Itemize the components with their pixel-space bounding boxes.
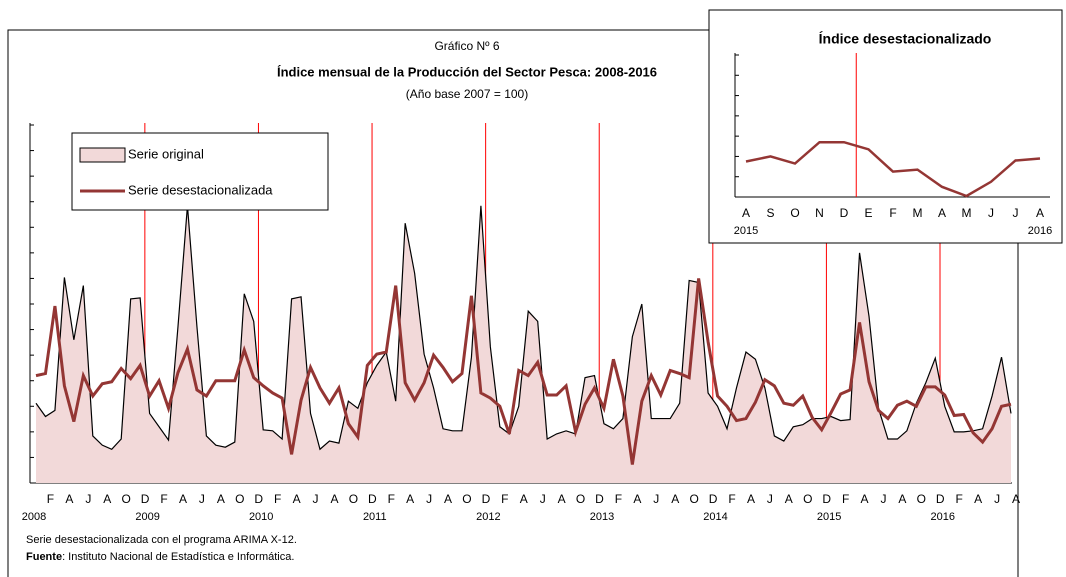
x-tick-label: A	[747, 492, 755, 506]
x-tick-label: F	[274, 492, 281, 506]
x-tick-label: A	[1036, 206, 1044, 220]
x-tick-label: O	[803, 492, 812, 506]
x-tick-label: A	[406, 492, 414, 506]
x-tick-label: A	[898, 492, 906, 506]
x-tick-label: S	[766, 206, 774, 220]
x-tick-label: F	[956, 492, 963, 506]
x-tick-label: D	[709, 492, 718, 506]
x-tick-label: O	[235, 492, 244, 506]
x-tick-label: J	[313, 492, 319, 506]
x-tick-label: A	[938, 206, 946, 220]
x-tick-label: M	[962, 206, 972, 220]
x-tick-label: M	[913, 206, 923, 220]
x-group-label: 2013	[590, 511, 614, 523]
x-group-label: 2008	[22, 511, 46, 523]
x-tick-label: J	[767, 492, 773, 506]
x-tick-label: F	[501, 492, 508, 506]
x-tick-label: A	[103, 492, 111, 506]
x-tick-label: E	[864, 206, 872, 220]
source: Fuente: Instituto Nacional de Estadístic…	[26, 551, 294, 563]
x-tick-label: D	[368, 492, 377, 506]
x-tick-label: O	[349, 492, 358, 506]
source-text: : Instituto Nacional de Estadística e In…	[62, 551, 294, 563]
x-tick-label: O	[790, 206, 799, 220]
x-tick-label: F	[615, 492, 622, 506]
x-tick-label: A	[861, 492, 869, 506]
x-tick-label: J	[994, 492, 1000, 506]
line	[35, 205, 1012, 451]
x-tick-label: O	[689, 492, 698, 506]
x-tick-label: D	[141, 492, 150, 506]
x-group-label: 2015	[734, 225, 758, 237]
legend: Serie original Serie desestacionalizada	[79, 146, 273, 197]
x-tick-label: J	[540, 492, 546, 506]
x-tick-label: F	[160, 492, 167, 506]
chart-title: Índice mensual de la Producción del Sect…	[277, 64, 657, 79]
x-tick-label: A	[179, 492, 187, 506]
note: Serie desestacionalizada con el programa…	[26, 534, 297, 546]
x-tick-label: O	[917, 492, 926, 506]
x-tick-label: J	[880, 492, 886, 506]
x-tick-label: O	[462, 492, 471, 506]
x-tick-label: D	[254, 492, 263, 506]
line	[35, 278, 1012, 465]
x-tick-label: F	[728, 492, 735, 506]
x-tick-label: A	[742, 206, 750, 220]
area	[36, 205, 1011, 483]
x-group-label: 2016	[930, 511, 954, 523]
x-tick-label: A	[671, 492, 679, 506]
x-tick-label: A	[293, 492, 301, 506]
x-tick-label: F	[47, 492, 54, 506]
x-tick-label: A	[785, 492, 793, 506]
chart-label: Gráfico Nº 6	[434, 39, 499, 53]
x-group-label: 2014	[703, 511, 727, 523]
x-tick-label: J	[988, 206, 994, 220]
inset-plot: A S O N D E F M A M J J A 2015 2016	[734, 53, 1052, 237]
x-tick-label: A	[217, 492, 225, 506]
x-tick-label: A	[65, 492, 73, 506]
x-tick-label: D	[482, 492, 491, 506]
x-tick-label: A	[633, 492, 641, 506]
legend-label: Serie original	[128, 146, 204, 161]
x-tick-label: N	[815, 206, 824, 220]
x-tick-label: A	[1012, 492, 1020, 506]
chart-subtitle: (Año base 2007 = 100)	[406, 87, 528, 101]
x-tick-label: A	[444, 492, 452, 506]
x-tick-label: F	[388, 492, 395, 506]
inset-title: Índice desestacionalizado	[819, 31, 992, 47]
x-tick-label: A	[974, 492, 982, 506]
x-tick-label: J	[426, 492, 432, 506]
x-tick-label: O	[122, 492, 131, 506]
x-group-label: 2009	[135, 511, 159, 523]
x-group-label: 2011	[363, 511, 387, 523]
x-tick-label: O	[576, 492, 585, 506]
source-label: Fuente	[26, 551, 62, 563]
x-tick-label: A	[330, 492, 338, 506]
x-tick-label: F	[842, 492, 849, 506]
legend-swatch	[79, 147, 126, 163]
x-tick-label: J	[653, 492, 659, 506]
line	[745, 140, 1041, 198]
x-tick-label: D	[822, 492, 831, 506]
x-tick-label: D	[936, 492, 945, 506]
x-tick-label: D	[840, 206, 849, 220]
x-group-label: 2015	[817, 511, 841, 523]
x-group-label: 2010	[249, 511, 273, 523]
x-tick-label: J	[1013, 206, 1019, 220]
legend-frame	[71, 132, 329, 211]
x-tick-label: A	[558, 492, 566, 506]
inset-frame	[708, 9, 1063, 244]
x-tick-label: D	[595, 492, 604, 506]
x-tick-label: J	[199, 492, 205, 506]
legend-label: Serie desestacionalizada	[128, 182, 273, 197]
x-group-label: 2012	[476, 511, 500, 523]
x-tick-label: A	[520, 492, 528, 506]
x-group-label: 2016	[1028, 225, 1052, 237]
x-tick-label: F	[889, 206, 896, 220]
x-tick-label: J	[85, 492, 91, 506]
